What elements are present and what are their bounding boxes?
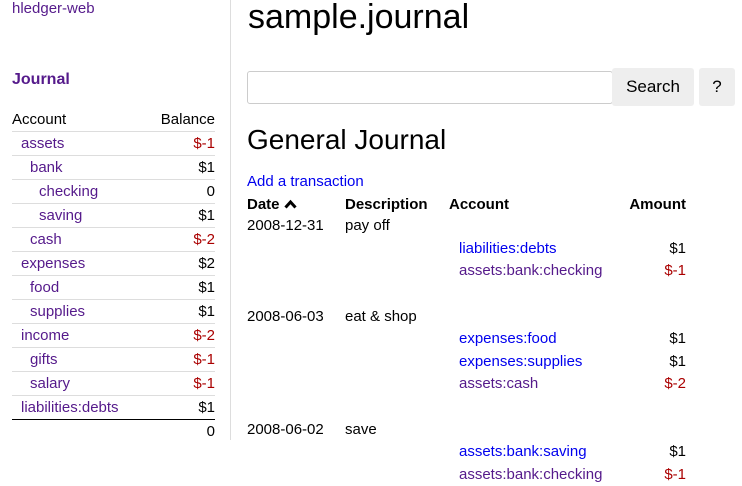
account-link[interactable]: salary (30, 375, 70, 392)
balance-header: Balance (147, 108, 215, 132)
account-link[interactable]: checking (39, 183, 98, 200)
account-balance: $1 (147, 276, 215, 300)
date-column-header[interactable]: Date (247, 193, 345, 215)
account-row: salary $-1 (12, 372, 215, 396)
account-link[interactable]: expenses (21, 255, 85, 272)
chevron-up-icon (284, 199, 297, 209)
posting-row: assets:bank:saving $1 (247, 441, 686, 464)
account-row: food $1 (12, 276, 215, 300)
account-row: expenses $2 (12, 252, 215, 276)
transaction-date: 2008-06-03 (247, 306, 345, 329)
posting-amount: $1 (609, 351, 686, 374)
journal-link[interactable]: Journal (12, 71, 70, 89)
account-link[interactable]: cash (30, 231, 62, 248)
account-balance: $1 (147, 396, 215, 420)
transaction-description: save (345, 419, 686, 442)
account-row: gifts $-1 (12, 348, 215, 372)
posting-account-link[interactable]: assets:bank:checking (459, 262, 602, 279)
posting-amount: $1 (609, 328, 686, 351)
account-row: checking 0 (12, 180, 215, 204)
account-row: bank $1 (12, 156, 215, 180)
account-balance: $-2 (147, 228, 215, 252)
account-balance: 0 (147, 180, 215, 204)
brand-link[interactable]: hledger-web (12, 0, 95, 17)
account-row: supplies $1 (12, 300, 215, 324)
posting-row: assets:cash $-2 (247, 373, 686, 396)
transaction-date: 2008-12-31 (247, 215, 345, 238)
account-balance: $2 (147, 252, 215, 276)
posting-amount: $1 (609, 441, 686, 464)
account-link[interactable]: saving (39, 207, 82, 224)
account-balance: $-1 (147, 348, 215, 372)
account-link[interactable]: supplies (30, 303, 85, 320)
posting-row: assets:bank:checking $-1 (247, 260, 686, 283)
transaction-date: 2008-06-02 (247, 419, 345, 442)
account-row: liabilities:debts $1 (12, 396, 215, 420)
posting-row: liabilities:debts $1 (247, 238, 686, 261)
account-balance: $-2 (147, 324, 215, 348)
account-column-header: Account (449, 193, 609, 215)
posting-row: expenses:supplies $1 (247, 351, 686, 374)
account-row: assets $-1 (12, 132, 215, 156)
account-balance: $1 (147, 300, 215, 324)
account-balance: $-1 (147, 372, 215, 396)
posting-account-link[interactable]: assets:bank:checking (459, 466, 602, 483)
posting-amount: $1 (609, 238, 686, 261)
date-header-label: Date (247, 196, 280, 213)
account-row: income $-2 (12, 324, 215, 348)
journal-table: Date Description Account Amount 2008-12-… (247, 193, 686, 486)
transaction-description: pay off (345, 215, 686, 238)
page-title: sample.journal (248, 0, 469, 37)
total-balance: 0 (147, 420, 215, 444)
account-balance: $-1 (147, 132, 215, 156)
total-label (12, 420, 147, 444)
transaction-description: eat & shop (345, 306, 686, 329)
journal-heading: General Journal (247, 124, 446, 156)
add-transaction-link[interactable]: Add a transaction (247, 173, 364, 190)
posting-account-link[interactable]: assets:bank:saving (459, 443, 587, 460)
account-link[interactable]: liabilities:debts (21, 399, 119, 416)
account-link[interactable]: gifts (30, 351, 58, 368)
account-link[interactable]: income (21, 327, 69, 344)
posting-amount: $-1 (609, 464, 686, 486)
account-link[interactable]: assets (21, 135, 64, 152)
posting-amount: $-1 (609, 260, 686, 283)
account-balance: $1 (147, 204, 215, 228)
posting-row: assets:bank:checking $-1 (247, 464, 686, 486)
posting-account-link[interactable]: expenses:food (459, 330, 557, 347)
account-link[interactable]: bank (30, 159, 63, 176)
amount-column-header: Amount (609, 193, 686, 215)
posting-account-link[interactable]: assets:cash (459, 375, 538, 392)
search-input[interactable] (247, 71, 613, 104)
posting-account-link[interactable]: expenses:supplies (459, 353, 582, 370)
posting-amount: $-2 (609, 373, 686, 396)
posting-account-link[interactable]: liabilities:debts (459, 240, 557, 257)
posting-row: expenses:food $1 (247, 328, 686, 351)
description-column-header: Description (345, 193, 449, 215)
account-link[interactable]: food (30, 279, 59, 296)
account-row: saving $1 (12, 204, 215, 228)
account-balance: $1 (147, 156, 215, 180)
search-button[interactable]: Search (612, 68, 694, 106)
account-header: Account (12, 108, 147, 132)
account-row: cash $-2 (12, 228, 215, 252)
help-button[interactable]: ? (699, 68, 735, 106)
